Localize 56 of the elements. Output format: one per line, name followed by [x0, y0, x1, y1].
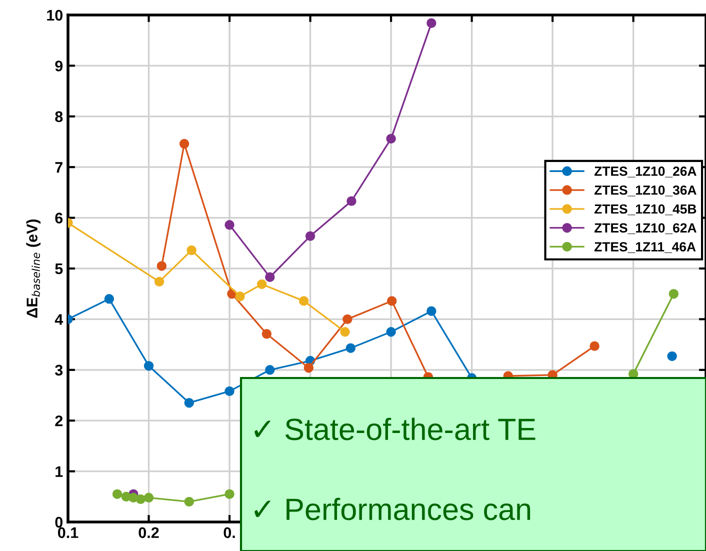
y-tick-label: 2: [55, 415, 63, 426]
point: [184, 398, 194, 408]
point: [144, 492, 154, 503]
y-tick-label: 1: [56, 466, 63, 477]
point: [667, 351, 677, 362]
point: [235, 292, 245, 302]
point: [386, 296, 397, 306]
point: [342, 314, 352, 324]
point: [112, 489, 122, 499]
point: [184, 496, 194, 507]
legend-label: ZTES_1Z10_36A: [594, 185, 696, 196]
point: [104, 294, 114, 304]
y-tick-label: 10: [47, 10, 63, 21]
point: [346, 343, 356, 353]
point: [426, 18, 436, 28]
y-tick-label: 4: [54, 314, 64, 325]
legend-label: ZTES_1Z11_46A: [594, 242, 696, 253]
point: [298, 296, 309, 306]
y-tick-label: 5: [55, 264, 63, 274]
point: [224, 386, 234, 396]
point: [144, 360, 154, 371]
point: [224, 489, 234, 499]
point: [186, 245, 196, 256]
point: [386, 134, 396, 144]
legend-label: ZTES_1Z10_26A: [594, 166, 696, 178]
point: [590, 341, 600, 351]
y-tick-label: 7: [55, 162, 62, 173]
x-tick-label: 0.: [224, 527, 235, 538]
annotation: ✓ Performances can: [254, 498, 530, 520]
point: [256, 279, 267, 290]
annotation: ✓ State-of-the-art TE: [254, 418, 536, 440]
y-tick-label: 0: [55, 516, 63, 528]
point: [265, 272, 275, 282]
legend-label: ZTES_1Z10_45B: [594, 204, 696, 216]
point: [156, 261, 167, 271]
point: [224, 220, 234, 230]
y-tick-label: 8: [55, 111, 63, 122]
legend-label: ZTES_1Z10_62A: [594, 223, 696, 234]
y-tick-label: 6: [55, 212, 63, 224]
y-tick-label: 3: [54, 364, 63, 376]
point: [346, 196, 356, 206]
point: [136, 494, 146, 504]
point: [265, 365, 275, 375]
point: [304, 363, 314, 373]
point: [305, 231, 316, 241]
y-tick-label: 9: [55, 60, 63, 72]
point: [668, 288, 679, 299]
x-tick-label: 0.2: [138, 527, 159, 538]
point: [386, 327, 396, 337]
x-tick-label: 0.1: [58, 527, 78, 538]
point: [262, 329, 272, 339]
y-axis-title: ΔE$_{baseline}$ (eV): [26, 220, 40, 318]
point: [179, 138, 190, 149]
point: [340, 327, 350, 337]
point: [426, 306, 436, 316]
point: [154, 276, 164, 287]
